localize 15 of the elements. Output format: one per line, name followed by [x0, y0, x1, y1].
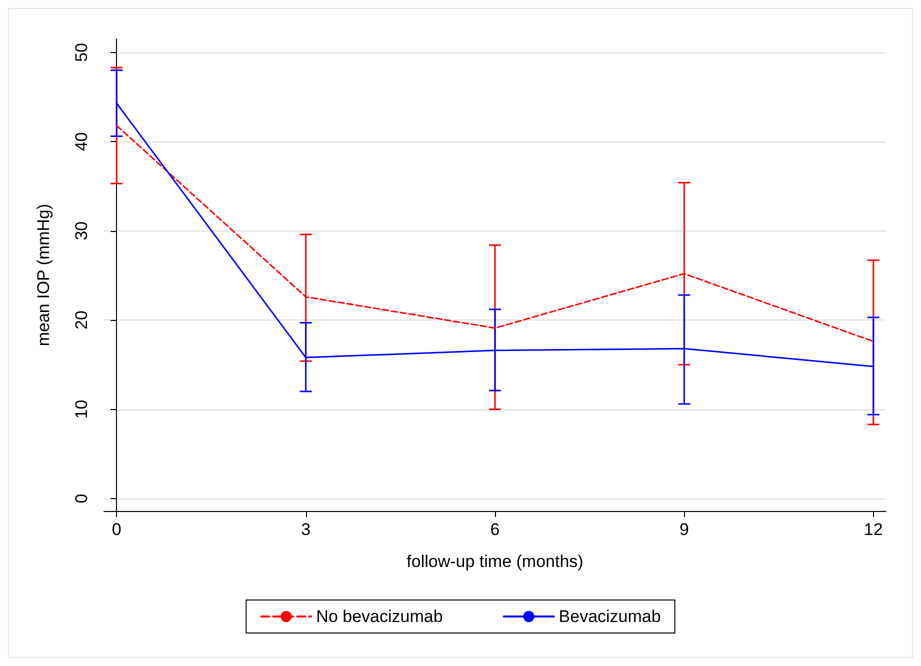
x-tick-label: 12	[864, 520, 883, 539]
x-tick-label: 6	[490, 520, 500, 539]
y-tick-label: 0	[72, 494, 91, 504]
x-tick-label: 3	[301, 520, 311, 539]
x-tick-label: 0	[112, 520, 122, 539]
x-tick-label: 9	[679, 520, 689, 539]
legend-label: Bevacizumab	[558, 607, 661, 626]
y-tick-label: 20	[72, 310, 91, 330]
legend-label: No bevacizumab	[316, 607, 443, 626]
y-tick-label: 40	[72, 132, 91, 152]
y-tick-label: 30	[72, 221, 91, 240]
x-axis-title: follow-up time (months)	[406, 552, 584, 571]
y-axis-title: mean IOP (mmHg)	[34, 204, 53, 346]
y-tick-label: 10	[72, 400, 91, 419]
y-tick-label: 50	[72, 42, 91, 62]
